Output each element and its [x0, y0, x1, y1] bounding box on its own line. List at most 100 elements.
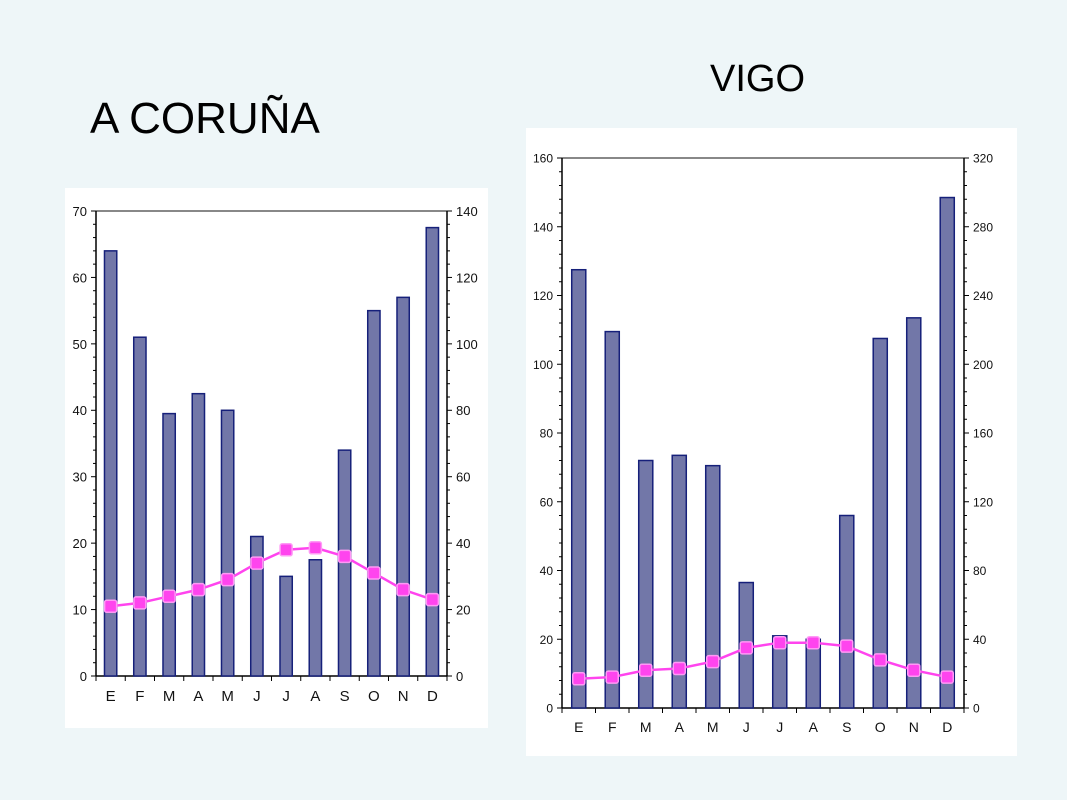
x-tick-label: F: [135, 688, 144, 705]
precipitation-bar: [939, 196, 956, 709]
precipitation-bar: [872, 337, 889, 709]
left-tick-label: 40: [73, 403, 87, 418]
temperature-line: [578, 641, 948, 681]
x-tick-label: M: [707, 719, 719, 735]
left-tick-label: 120: [533, 289, 553, 303]
precipitation-bar: [132, 336, 147, 677]
right-tick-label: 40: [973, 633, 987, 647]
temperature-point: [739, 641, 753, 655]
temperature-point: [396, 582, 410, 597]
x-tick-label: J: [253, 688, 261, 705]
left-tick-label: 70: [73, 204, 87, 219]
temperature-point: [907, 663, 921, 677]
right-tick-label: 120: [973, 495, 993, 509]
temperature-point: [840, 639, 854, 653]
precipitation-bar: [805, 638, 822, 709]
x-tick-label: J: [282, 688, 290, 705]
x-tick-label: A: [310, 688, 320, 705]
right-tick-label: 280: [973, 220, 993, 234]
precipitation-bar: [771, 635, 788, 709]
precipitation-bar: [396, 296, 411, 677]
temperature-point: [639, 663, 653, 677]
right-tick-label: 160: [973, 427, 993, 441]
right-tick-label: 100: [456, 337, 478, 352]
temperature-point: [706, 654, 720, 669]
right-tick-label: 80: [456, 403, 470, 418]
x-tick-label: S: [340, 688, 350, 705]
x-tick-label: E: [106, 688, 116, 705]
temperature-point: [806, 635, 820, 650]
right-tick-label: 20: [456, 603, 470, 618]
right-tick-label: 200: [973, 358, 993, 372]
title-vigo: VIGO: [710, 58, 806, 100]
x-tick-label: N: [398, 688, 409, 705]
x-tick-label: J: [776, 719, 783, 735]
right-tick-label: 240: [973, 289, 993, 303]
x-tick-label: M: [640, 719, 652, 735]
precipitation-bar: [905, 317, 922, 709]
x-tick-label: O: [875, 719, 886, 735]
left-tick-label: 40: [540, 564, 554, 578]
temperature-point: [308, 541, 323, 555]
x-tick-label: M: [221, 688, 234, 705]
precipitation-bar: [637, 459, 654, 709]
x-tick-label: F: [608, 719, 617, 735]
title-a-coruna: A CORUÑA: [90, 94, 320, 143]
x-tick-label: D: [427, 688, 438, 705]
precipitation-bar: [570, 268, 587, 709]
left-tick-label: 80: [540, 427, 554, 441]
left-tick-label: 0: [80, 669, 87, 684]
left-tick-label: 30: [73, 470, 87, 485]
temperature-point: [572, 672, 586, 686]
right-tick-label: 120: [456, 270, 478, 285]
x-tick-label: J: [743, 719, 750, 735]
left-tick-label: 20: [540, 633, 554, 647]
climograph-vigo: 0 20 40 60 80 100 120 140 160 0 40 80 120 160 200 240 28…: [533, 152, 993, 735]
temperature-point: [337, 549, 352, 564]
precipitation-bar: [704, 464, 721, 709]
x-tick-label: A: [193, 688, 203, 705]
x-tick-label: S: [842, 719, 851, 735]
right-tick-label: 140: [456, 204, 478, 219]
precipitation-bar: [279, 575, 294, 677]
temperature-point: [873, 653, 887, 667]
precipitation-bar: [103, 250, 118, 677]
precipitation-bar: [191, 392, 206, 677]
right-tick-label: 40: [456, 536, 470, 551]
left-tick-label: 160: [533, 152, 553, 166]
temperature-point: [605, 670, 619, 684]
right-tick-label: 0: [456, 669, 463, 684]
left-tick-label: 100: [533, 358, 553, 372]
left-tick-label: 50: [73, 337, 87, 352]
temperature-point: [367, 566, 381, 580]
x-tick-label: D: [942, 719, 952, 735]
x-tick-label: M: [163, 688, 176, 705]
temperature-point: [162, 589, 176, 604]
left-tick-label: 10: [73, 603, 87, 618]
left-tick-label: 60: [540, 495, 554, 509]
temperature-point: [220, 572, 235, 587]
precipitation-bar: [604, 330, 621, 709]
chart-panel-vigo: 0 20 40 60 80 100 120 140 160 0 40 80 120 160 200 240 28…: [526, 128, 1017, 756]
temperature-point: [940, 670, 954, 684]
precipitation-bar: [366, 309, 381, 677]
temperature-point: [133, 596, 147, 610]
precipitation-bar: [220, 409, 235, 677]
temperature-point: [279, 543, 293, 557]
right-tick-label: 0: [973, 702, 980, 716]
x-tick-label: O: [368, 688, 380, 705]
right-tick-label: 320: [973, 152, 993, 166]
x-tick-label: A: [809, 719, 819, 735]
precipitation-bar: [425, 226, 440, 677]
right-tick-label: 80: [973, 564, 987, 578]
left-tick-label: 140: [533, 220, 553, 234]
precipitation-bar: [308, 559, 323, 677]
precipitation-bar: [838, 514, 855, 709]
precipitation-bar: [162, 412, 177, 677]
x-tick-label: N: [909, 719, 919, 735]
temperature-point: [103, 599, 118, 613]
temperature-point: [250, 556, 264, 570]
precipitation-bar: [671, 454, 688, 709]
temperature-line: [110, 546, 433, 608]
